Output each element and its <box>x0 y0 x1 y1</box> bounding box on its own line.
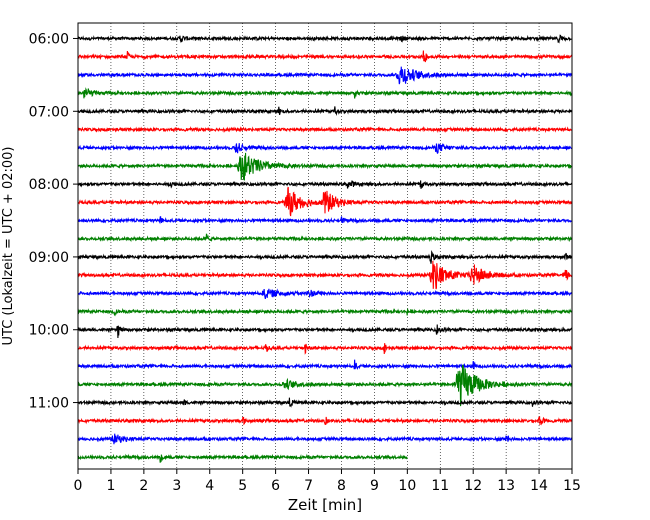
x-tick-label: 12 <box>464 478 482 494</box>
x-tick-label: 11 <box>431 478 449 494</box>
x-tick-label: 13 <box>497 478 515 494</box>
y-axis-label: UTC (Lokalzeit = UTC + 02:00) <box>1 147 16 346</box>
trace-0630 <box>77 66 573 85</box>
y-tick-label: 11:00 <box>29 396 69 412</box>
trace-0600 <box>77 34 572 44</box>
trace-1015 <box>77 343 572 355</box>
x-tick-label: 15 <box>563 478 581 494</box>
x-tick-label: 3 <box>172 478 181 494</box>
trace-0930 <box>77 288 573 299</box>
trace-0730 <box>77 142 572 155</box>
trace-1030 <box>77 359 573 370</box>
trace-1100 <box>77 397 573 408</box>
y-tick-label: 06:00 <box>29 31 69 47</box>
trace-1000 <box>77 324 573 338</box>
trace-0845 <box>77 233 573 243</box>
trace-0815 <box>77 186 573 217</box>
trace-0615 <box>77 50 573 63</box>
y-tick-label: 08:00 <box>29 177 69 193</box>
trace-0915 <box>77 260 572 290</box>
trace-0800 <box>77 180 573 189</box>
x-tick-label: 10 <box>398 478 416 494</box>
x-tick-label: 1 <box>106 478 115 494</box>
y-tick-label: 09:00 <box>29 250 69 266</box>
traces <box>77 34 573 463</box>
x-tick-label: 2 <box>139 478 148 494</box>
x-axis-label: Zeit [min] <box>288 496 362 514</box>
x-tick-label: 9 <box>370 478 379 494</box>
trace-0645 <box>77 87 573 99</box>
trace-1145 <box>77 453 408 463</box>
plot-frame <box>77 22 573 470</box>
x-tick-label: 0 <box>74 478 83 494</box>
trace-0715 <box>77 125 572 134</box>
trace-1115 <box>77 415 573 426</box>
trace-1045 <box>77 364 573 407</box>
y-axis: 06:00 07:00 08:00 09:00 10:00 11:00 <box>29 31 78 412</box>
x-tick-label: 5 <box>238 478 247 494</box>
y-tick-label: 07:00 <box>29 104 69 120</box>
x-tick-label: 6 <box>271 478 280 494</box>
y-tick-label: 10:00 <box>29 323 69 339</box>
x-tick-label: 7 <box>304 478 313 494</box>
x-tick-label: 14 <box>530 478 548 494</box>
x-axis: 0 1 2 3 4 5 6 7 8 9 10 11 12 13 14 15 <box>74 469 581 494</box>
trace-0830 <box>77 216 573 225</box>
trace-0945 <box>77 307 572 317</box>
trace-0745 <box>77 152 572 181</box>
x-tick-label: 8 <box>337 478 346 494</box>
trace-1130 <box>77 433 573 445</box>
x-tick-label: 4 <box>205 478 214 494</box>
trace-0700 <box>77 106 573 116</box>
trace-0900 <box>77 249 573 264</box>
